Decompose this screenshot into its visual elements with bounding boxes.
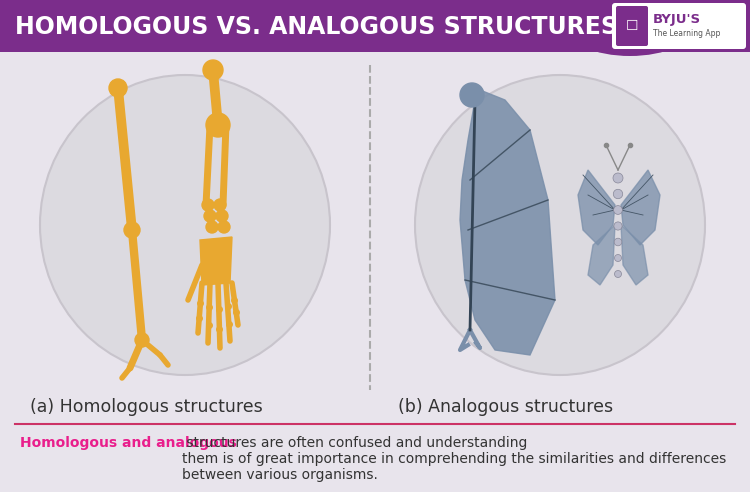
Circle shape — [613, 173, 623, 183]
Circle shape — [203, 60, 223, 80]
Polygon shape — [460, 90, 555, 355]
Polygon shape — [200, 237, 232, 285]
Circle shape — [204, 210, 216, 222]
Text: structures are often confused and understanding
them is of great importance in c: structures are often confused and unders… — [182, 436, 726, 482]
Polygon shape — [621, 225, 648, 285]
Circle shape — [214, 199, 226, 211]
Circle shape — [614, 254, 622, 262]
Circle shape — [614, 222, 622, 230]
Text: BYJU'S: BYJU'S — [653, 13, 701, 27]
Circle shape — [109, 79, 127, 97]
Bar — [0, 0, 750, 52]
Circle shape — [460, 83, 484, 107]
Ellipse shape — [565, 0, 695, 56]
Circle shape — [614, 271, 622, 277]
FancyBboxPatch shape — [612, 3, 746, 49]
Circle shape — [206, 113, 230, 137]
Text: ☐: ☐ — [626, 19, 638, 33]
Ellipse shape — [40, 75, 330, 375]
Circle shape — [614, 238, 622, 246]
FancyBboxPatch shape — [616, 6, 648, 46]
Circle shape — [218, 221, 230, 233]
Circle shape — [216, 210, 228, 222]
Text: (b) Analogous structures: (b) Analogous structures — [398, 398, 614, 416]
Text: The Learning App: The Learning App — [653, 30, 720, 38]
Text: HOMOLOGOUS VS. ANALOGOUS STRUCTURES: HOMOLOGOUS VS. ANALOGOUS STRUCTURES — [15, 15, 618, 39]
Circle shape — [135, 333, 149, 347]
Circle shape — [202, 199, 214, 211]
Circle shape — [614, 189, 622, 199]
Circle shape — [124, 222, 140, 238]
Circle shape — [614, 206, 622, 215]
Polygon shape — [588, 225, 615, 285]
Polygon shape — [578, 170, 615, 245]
Circle shape — [206, 221, 218, 233]
Text: (a) Homologous structures: (a) Homologous structures — [30, 398, 262, 416]
Ellipse shape — [415, 75, 705, 375]
Polygon shape — [621, 170, 660, 245]
Text: Homologous and analogous: Homologous and analogous — [20, 436, 237, 450]
